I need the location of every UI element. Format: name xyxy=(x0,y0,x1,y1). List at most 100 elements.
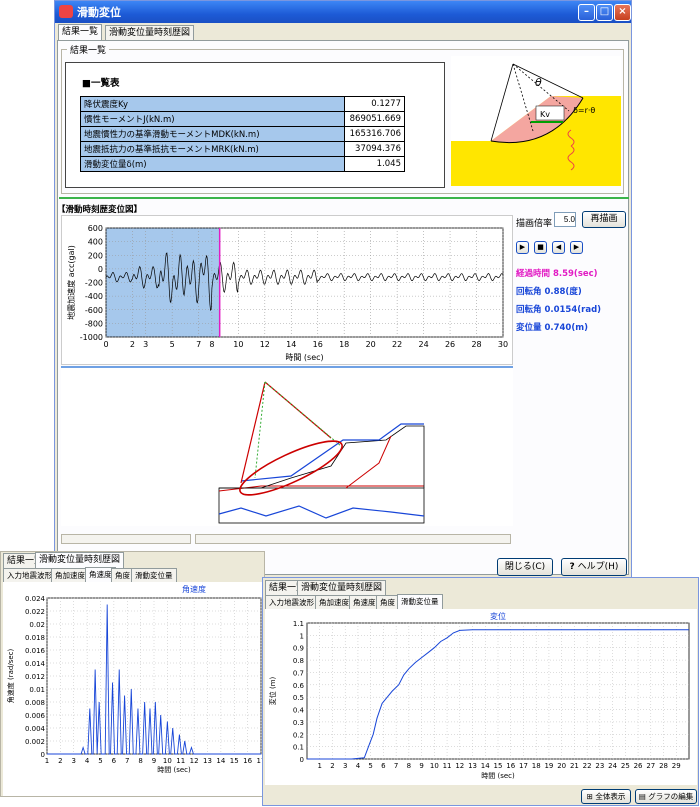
x-tick-label: 17 xyxy=(257,757,265,765)
maximize-button[interactable]: □ xyxy=(596,4,613,21)
sub2-subtab-angle[interactable]: 角度 xyxy=(376,595,399,610)
x-tick-label: 15 xyxy=(230,757,239,765)
x-tick-label: 29 xyxy=(672,762,681,770)
summary-group-title: 結果一覧 xyxy=(67,43,110,56)
step-forward-icon[interactable]: ▶ xyxy=(570,241,583,254)
angular-velocity-chart: 角速度0.0240.0220.020.0180.0160.0140.0120.0… xyxy=(6,584,265,774)
x-tick-label: 26 xyxy=(445,340,455,349)
fit-all-button[interactable]: ⊞ 全体表示 xyxy=(581,789,631,804)
x-tick-label: 11 xyxy=(176,757,185,765)
x-tick-label: 5 xyxy=(170,340,175,349)
sub2-subtab-disp[interactable]: 滑動変位量 xyxy=(397,594,443,611)
x-axis-label: 時間 (sec) xyxy=(157,766,191,774)
x-tick-label: 22 xyxy=(583,762,592,770)
x-tick-label: 28 xyxy=(659,762,668,770)
x-tick-label: 9 xyxy=(419,762,423,770)
x-tick-label: 15 xyxy=(494,762,503,770)
y-tick-label: 0.006 xyxy=(25,712,46,720)
x-tick-label: 0 xyxy=(103,340,108,349)
x-tick-label: 14 xyxy=(481,762,490,770)
row-label: 降伏震度Ky xyxy=(80,96,345,112)
x-tick-label: 10 xyxy=(163,757,172,765)
y-tick-label: 0.8 xyxy=(293,657,304,665)
x-tick-label: 20 xyxy=(366,340,376,349)
sub2-subtab-input[interactable]: 入力地震波形 xyxy=(265,595,318,610)
y-tick-label: 1.1 xyxy=(293,620,304,628)
horizontal-scrollbar-left[interactable] xyxy=(61,534,191,544)
close-window-button[interactable]: × xyxy=(614,4,631,21)
y-tick-label: -1000 xyxy=(80,333,103,342)
formula-label: δ=r·θ xyxy=(573,106,595,115)
help-button[interactable]: ? ヘルプ(H) xyxy=(561,558,627,576)
y-tick-label: 0.016 xyxy=(25,647,46,655)
x-tick-label: 3 xyxy=(343,762,347,770)
x-tick-label: 4 xyxy=(356,762,361,770)
tab-results[interactable]: 結果一覧 xyxy=(58,24,103,41)
theta-label: θ xyxy=(535,76,542,89)
summary-group xyxy=(61,49,624,194)
y-tick-label: 0.4 xyxy=(293,707,305,715)
sub1-tab-history[interactable]: 滑動変位量時刻歴図 xyxy=(35,552,125,569)
play-icon[interactable]: ▶ xyxy=(516,241,529,254)
app-icon xyxy=(59,5,73,18)
x-tick-label: 11 xyxy=(443,762,452,770)
y-tick-label: 200 xyxy=(88,251,103,260)
row-value: 869051.669 xyxy=(344,111,405,127)
y-tick-label: 0.018 xyxy=(25,634,45,642)
x-tick-label: 1 xyxy=(317,762,321,770)
x-tick-label: 18 xyxy=(532,762,541,770)
y-tick-label: 0 xyxy=(41,751,45,759)
row-value: 1.045 xyxy=(344,156,405,172)
zoom-input[interactable] xyxy=(554,212,576,227)
close-button[interactable]: 閉じる(C) xyxy=(497,558,553,576)
x-tick-label: 18 xyxy=(339,340,349,349)
y-tick-label: 400 xyxy=(88,238,103,247)
edit-graph-label: グラフの編集 xyxy=(648,792,694,801)
x-tick-label: 28 xyxy=(471,340,481,349)
summary-panel: ■一覧表 降伏震度Ky 0.1277 慣性モーメントJ(kN.m) 869051.6… xyxy=(65,62,445,188)
y-tick-label: 0.004 xyxy=(25,725,46,733)
y-axis-label: 地震加速度 acc(gal) xyxy=(66,245,76,320)
y-tick-label: 0.9 xyxy=(293,645,304,653)
y-tick-label: -800 xyxy=(85,319,103,328)
summary-table: 降伏震度Ky 0.1277 慣性モーメントJ(kN.m) 869051.669 地震… xyxy=(80,96,405,172)
chart-title: 変位 xyxy=(490,611,506,621)
x-tick-label: 2 xyxy=(330,762,334,770)
x-tick-label: 2 xyxy=(58,757,62,765)
x-tick-label: 21 xyxy=(570,762,579,770)
x-tick-label: 24 xyxy=(419,340,429,349)
acceleration-waveform xyxy=(105,252,504,312)
y-axis-label: 変位 (m) xyxy=(268,676,277,705)
sub2-tab-history[interactable]: 滑動変位量時刻歴図 xyxy=(297,580,387,595)
minimize-button[interactable]: – xyxy=(578,4,595,21)
y-tick-label: 0.02 xyxy=(29,621,45,629)
tab-history[interactable]: 滑動変位量時刻歴図 xyxy=(105,25,195,40)
sub2-subtab-angvel[interactable]: 角速度 xyxy=(349,595,380,610)
kv-label: Kv xyxy=(540,110,550,119)
x-tick-label: 17 xyxy=(519,762,528,770)
x-tick-label: 24 xyxy=(608,762,617,770)
x-tick-label: 2 xyxy=(130,340,135,349)
x-tick-label: 8 xyxy=(138,757,142,765)
x-tick-label: 16 xyxy=(506,762,515,770)
sub2-subtab-angacc[interactable]: 角加速度 xyxy=(315,595,353,610)
main-window: 滑動変位 – □ × 結果一覧 滑動変位量時刻歴図 結果一覧 ■一覧表 降伏震度… xyxy=(54,0,632,578)
x-tick-label: 6 xyxy=(112,757,117,765)
redraw-button[interactable]: 再描画 xyxy=(582,211,626,228)
x-tick-label: 3 xyxy=(72,757,76,765)
x-tick-label: 13 xyxy=(203,757,212,765)
horizontal-scrollbar-right[interactable] xyxy=(195,534,511,544)
fit-all-label: 全体表示 xyxy=(595,792,626,801)
y-tick-label: 0.3 xyxy=(293,719,304,727)
edit-graph-button[interactable]: ▤ グラフの編集 xyxy=(635,789,697,804)
sub1-subtab-input[interactable]: 入力地震波形 xyxy=(3,568,56,583)
y-tick-label: 0.002 xyxy=(25,738,45,746)
x-axis-label: 時間 (sec) xyxy=(285,353,323,362)
stop-icon[interactable]: ■ xyxy=(534,241,547,254)
sub1-subtab-angacc[interactable]: 角加速度 xyxy=(51,568,89,583)
x-tick-label: 12 xyxy=(455,762,464,770)
sub1-subtab-disp[interactable]: 滑動変位量 xyxy=(131,568,177,583)
step-back-icon[interactable]: ◀ xyxy=(552,241,565,254)
x-tick-label: 8 xyxy=(407,762,411,770)
row-value: 165316.706 xyxy=(344,126,405,142)
